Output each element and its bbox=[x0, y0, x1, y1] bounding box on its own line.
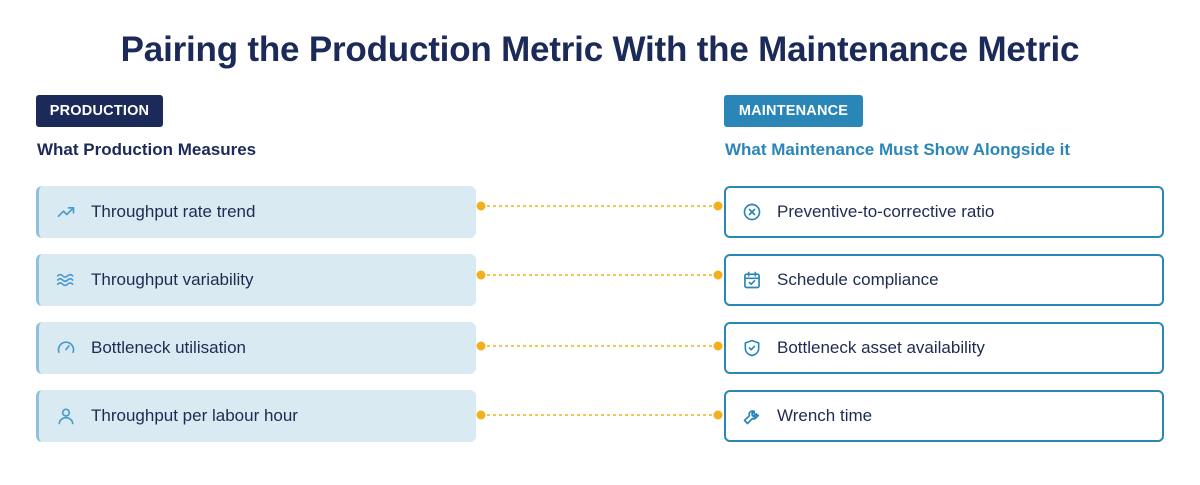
maintenance-item-schedule-compliance: Schedule compliance bbox=[724, 254, 1164, 306]
maintenance-item-label: Bottleneck asset availability bbox=[777, 338, 985, 357]
production-item-label: Throughput variability bbox=[91, 270, 254, 289]
maintenance-item-preventive-to-corrective-ratio: Preventive-to-corrective ratio bbox=[724, 186, 1164, 238]
maintenance-subtitle: What Maintenance Must Show Alongside it bbox=[725, 140, 1071, 159]
maintenance-item-label: Wrench time bbox=[777, 406, 873, 425]
user-icon bbox=[55, 405, 77, 427]
production-item-throughput-variability: Throughput variability bbox=[36, 254, 476, 306]
waves-icon bbox=[55, 269, 77, 291]
maintenance-item-wrench-time: Wrench time bbox=[724, 390, 1164, 442]
connector-row-1 bbox=[476, 201, 723, 211]
production-item-label: Throughput per labour hour bbox=[91, 406, 298, 425]
page-title: Pairing the Production Metric With the M… bbox=[120, 30, 1080, 69]
production-badge: PRODUCTION bbox=[36, 95, 163, 127]
production-item-throughput-per-labour-hour: Throughput per labour hour bbox=[36, 390, 476, 442]
connector-row-2 bbox=[476, 270, 723, 280]
circle-x-icon bbox=[741, 201, 763, 223]
production-item-label: Bottleneck utilisation bbox=[91, 338, 246, 357]
connector-row-4 bbox=[476, 410, 723, 420]
production-subtitle: What Production Measures bbox=[37, 140, 257, 159]
maintenance-badge: MAINTENANCE bbox=[724, 95, 863, 127]
gauge-icon bbox=[55, 337, 77, 359]
connector-row-3 bbox=[476, 341, 723, 351]
maintenance-item-bottleneck-asset-availability: Bottleneck asset availability bbox=[724, 322, 1164, 374]
maintenance-item-label: Schedule compliance bbox=[777, 270, 939, 289]
production-item-label: Throughput rate trend bbox=[91, 202, 256, 221]
production-item-bottleneck-utilisation: Bottleneck utilisation bbox=[36, 322, 476, 374]
calendar-check-icon bbox=[741, 269, 763, 291]
wrench-icon bbox=[741, 405, 763, 427]
maintenance-item-label: Preventive-to-corrective ratio bbox=[777, 202, 995, 221]
trending-up-icon bbox=[55, 201, 77, 223]
shield-check-icon bbox=[741, 337, 763, 359]
production-item-throughput-rate-trend: Throughput rate trend bbox=[36, 186, 476, 238]
